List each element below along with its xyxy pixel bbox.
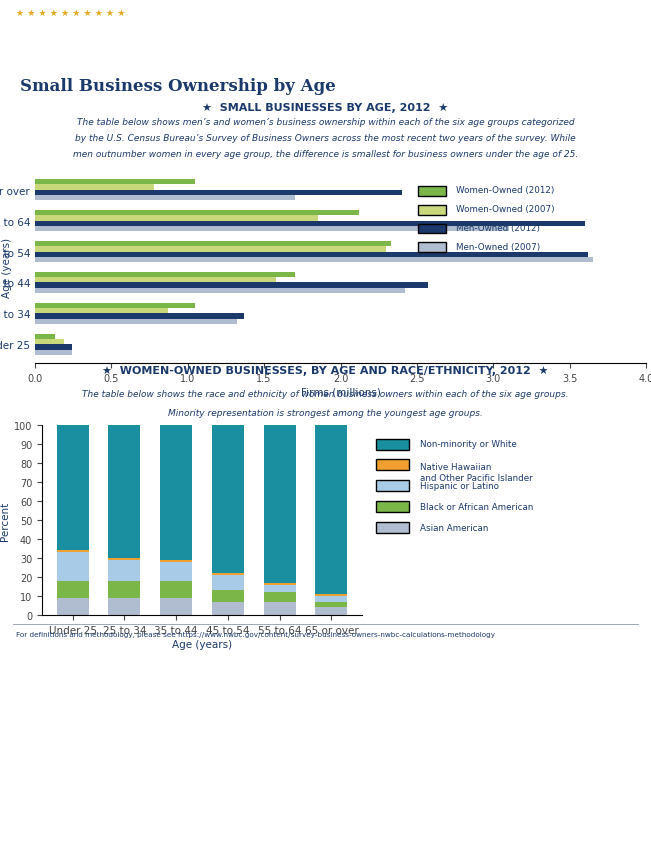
Text: Age (years): Age (years) <box>2 238 12 298</box>
Text: ★ ★ ★ ★ ★ ★ ★ ★ ★ ★: ★ ★ ★ ★ ★ ★ ★ ★ ★ ★ <box>16 8 126 18</box>
Text: Native Hawaiian: Native Hawaiian <box>420 462 491 471</box>
Bar <box>35 196 295 201</box>
Bar <box>35 314 244 319</box>
FancyBboxPatch shape <box>376 481 409 492</box>
Bar <box>315 602 348 608</box>
Text: FACT SHEET: FACT SHEET <box>391 27 633 60</box>
FancyBboxPatch shape <box>419 187 447 197</box>
FancyBboxPatch shape <box>376 501 409 512</box>
Bar <box>35 340 64 345</box>
Text: by the U.S. Census Bureau’s Survey of Business Owners across the most recent two: by the U.S. Census Bureau’s Survey of Bu… <box>75 133 576 143</box>
Text: men outnumber women in every age group, the difference is smallest for business : men outnumber women in every age group, … <box>73 149 578 159</box>
Bar <box>264 425 296 583</box>
Y-axis label: Percent: Percent <box>0 500 10 540</box>
Bar <box>35 185 154 191</box>
Bar <box>212 591 244 602</box>
Bar <box>315 594 348 597</box>
Bar <box>264 585 296 592</box>
Text: ★  WOMEN-OWNED BUSINESSES, BY AGE AND RACE/ETHNICITY, 2012  ★: ★ WOMEN-OWNED BUSINESSES, BY AGE AND RAC… <box>102 366 549 376</box>
Bar <box>108 560 141 582</box>
Bar <box>57 551 89 553</box>
Bar <box>212 576 244 591</box>
Text: Small Business Ownership by Age: Small Business Ownership by Age <box>20 78 335 95</box>
Bar <box>35 191 402 196</box>
Bar <box>35 242 391 247</box>
Bar <box>57 425 89 551</box>
Bar <box>35 252 588 257</box>
Bar <box>35 211 359 216</box>
Bar <box>264 592 296 602</box>
X-axis label: Firms (millions): Firms (millions) <box>301 387 380 398</box>
Text: ★  SMALL BUSINESSES BY AGE, 2012  ★: ★ SMALL BUSINESSES BY AGE, 2012 ★ <box>202 103 449 113</box>
Text: Women-Owned (2007): Women-Owned (2007) <box>456 205 554 214</box>
Bar <box>160 562 192 582</box>
Bar <box>35 278 276 283</box>
Bar <box>264 583 296 585</box>
Bar <box>35 216 318 221</box>
Bar <box>35 289 405 294</box>
Bar <box>264 602 296 615</box>
Text: ADVISORS TO
THE PRESIDENT,
CONGRESS
AND THE SBA: ADVISORS TO THE PRESIDENT, CONGRESS AND … <box>215 23 272 51</box>
Bar <box>35 319 236 324</box>
Bar <box>212 574 244 576</box>
Bar <box>35 180 195 185</box>
Bar <box>35 335 55 340</box>
Bar <box>57 553 89 582</box>
Bar <box>212 602 244 615</box>
Text: Men-Owned (2007): Men-Owned (2007) <box>456 242 540 252</box>
Bar <box>160 560 192 562</box>
Bar <box>160 582 192 598</box>
Bar <box>212 425 244 574</box>
Bar <box>108 559 141 560</box>
FancyBboxPatch shape <box>419 225 447 234</box>
Text: Hispanic or Latino: Hispanic or Latino <box>420 482 499 490</box>
Bar <box>315 425 348 594</box>
Bar <box>35 283 428 289</box>
Text: Minority representation is strongest among the youngest age groups.: Minority representation is strongest amo… <box>168 408 483 417</box>
Bar <box>160 598 192 615</box>
Bar <box>35 304 195 309</box>
Bar <box>57 582 89 598</box>
Bar <box>35 257 592 262</box>
Bar <box>35 309 168 314</box>
Bar <box>160 425 192 560</box>
Text: The table below shows men’s and women’s business ownership within each of the si: The table below shows men’s and women’s … <box>77 118 574 127</box>
Bar <box>35 345 72 350</box>
Text: Asian American: Asian American <box>420 523 488 533</box>
Bar <box>108 425 141 559</box>
Bar <box>35 221 585 226</box>
Bar <box>35 350 72 355</box>
Text: Non-minority or White: Non-minority or White <box>420 440 516 449</box>
FancyBboxPatch shape <box>419 206 447 215</box>
Bar <box>57 598 89 615</box>
FancyBboxPatch shape <box>376 439 409 450</box>
Bar <box>35 247 386 252</box>
Text: Women-Owned (2012): Women-Owned (2012) <box>456 187 554 195</box>
FancyBboxPatch shape <box>376 522 409 533</box>
Bar <box>315 597 348 602</box>
Text: and Other Pacific Islander: and Other Pacific Islander <box>420 473 533 482</box>
Bar <box>108 582 141 598</box>
Text: Men-Owned (2012): Men-Owned (2012) <box>456 224 540 233</box>
Text: National Women’s Business Council  |  409 3rd Street SW, 5th Floor, Washington, : National Women’s Business Council | 409 … <box>81 676 570 684</box>
Bar <box>108 598 141 615</box>
FancyBboxPatch shape <box>419 243 447 253</box>
Text: Black or African American: Black or African American <box>420 503 533 511</box>
Bar <box>315 608 348 615</box>
Text: For definitions and methodology, please see https://www.nwbc.gov/content/survey-: For definitions and methodology, please … <box>16 631 495 637</box>
Text: The table below shows the race and ethnicity of women business owners within eac: The table below shows the race and ethni… <box>82 390 569 398</box>
Bar <box>35 226 508 231</box>
FancyBboxPatch shape <box>376 460 409 471</box>
Bar <box>35 273 295 278</box>
X-axis label: Age (years): Age (years) <box>172 639 232 649</box>
Text: NATIONAL WOMEN'S
BUSINESS COUNCIL: NATIONAL WOMEN'S BUSINESS COUNCIL <box>16 20 161 49</box>
